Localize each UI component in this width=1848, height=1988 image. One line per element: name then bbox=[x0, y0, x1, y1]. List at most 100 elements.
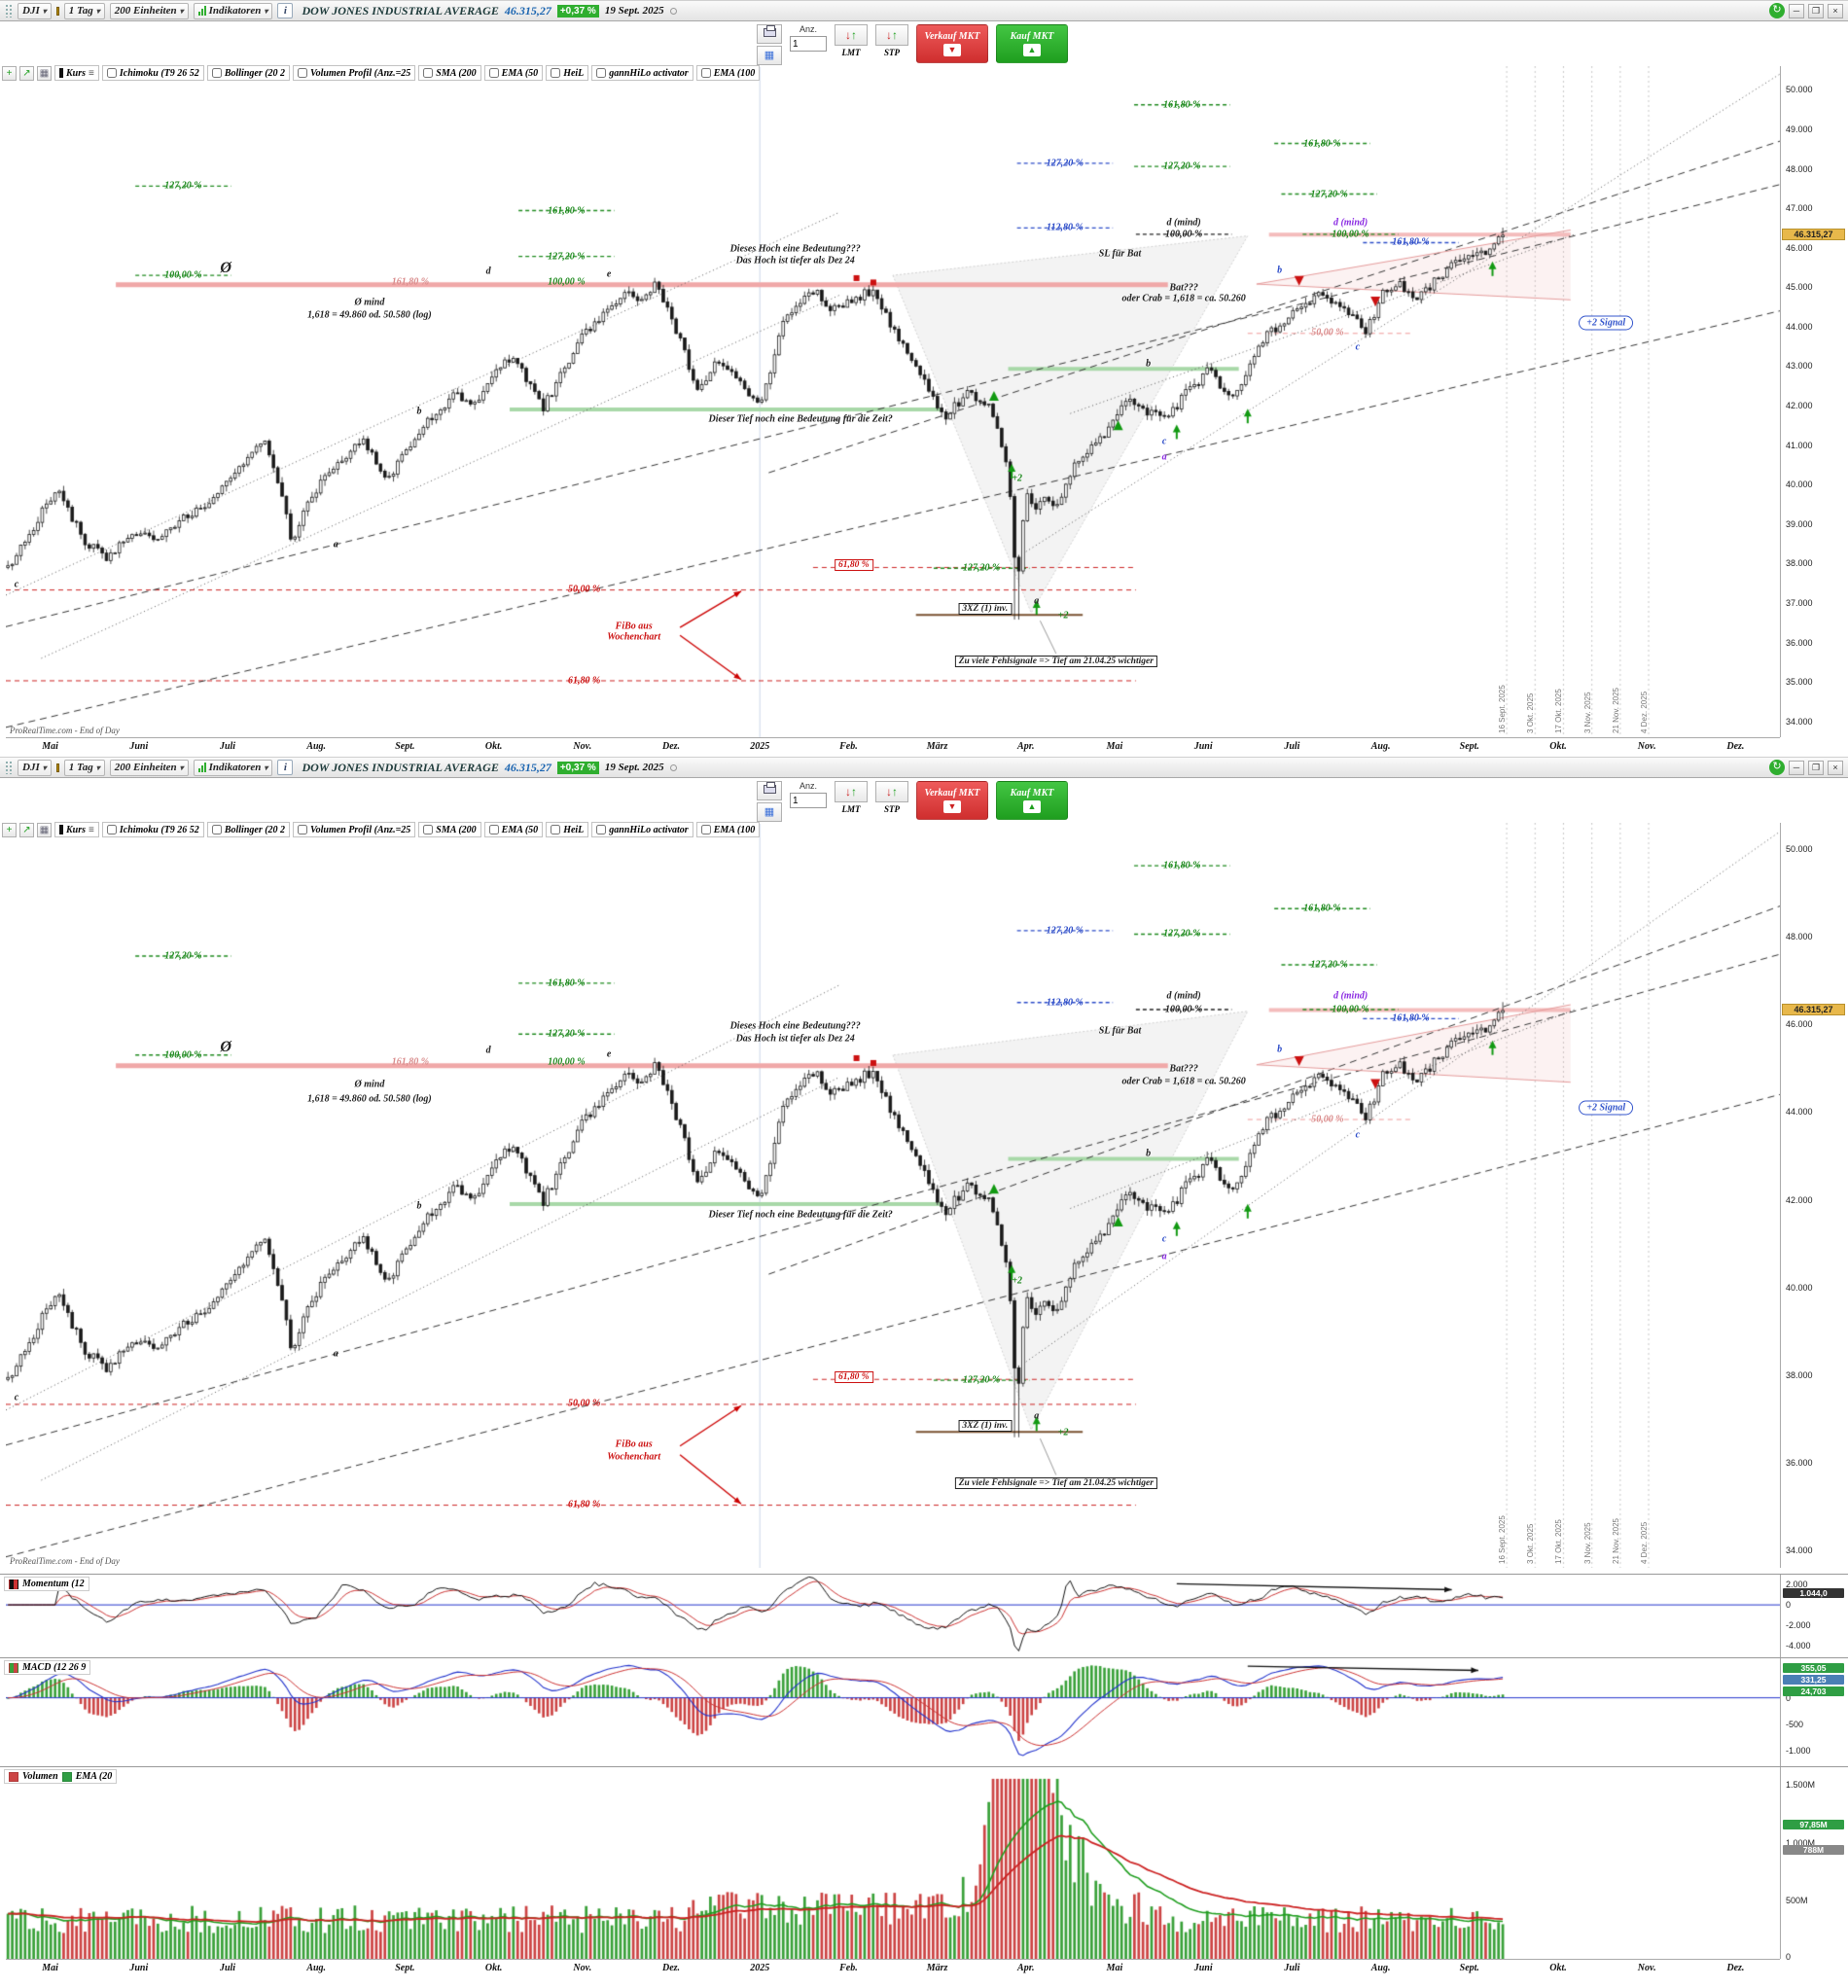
checkbox-icon[interactable] bbox=[596, 68, 607, 78]
x-axis-tick: Aug. bbox=[306, 1963, 327, 1973]
quote-date: 19 Sept. 2025 bbox=[604, 762, 664, 773]
refresh-icon[interactable]: ↻ bbox=[1769, 3, 1785, 18]
checkbox-icon[interactable] bbox=[488, 68, 499, 78]
indicator-toggle-ichimoku[interactable]: Ichimoku (T9 26 52 bbox=[101, 65, 204, 81]
indicator-toggle-sma200[interactable]: SMA (200 bbox=[418, 65, 481, 81]
print-icon[interactable] bbox=[757, 24, 782, 44]
macd-canvas[interactable] bbox=[6, 1658, 1780, 1766]
volume-header[interactable]: Volumen EMA (20 bbox=[4, 1769, 118, 1784]
y-axis-tick: 36.000 bbox=[1786, 637, 1813, 648]
time-x-axis[interactable]: Mai Juni Juli Aug. Sept. Okt. Nov. Dez. 2025 Feb.… bbox=[6, 1959, 1780, 1984]
price-series-item[interactable]: Kurs ≡ bbox=[54, 822, 99, 837]
indicator-toggle-ichimoku[interactable]: Ichimoku (T9 26 52 bbox=[101, 822, 204, 837]
instrument-title: DOW JONES INDUSTRIAL AVERAGE 46.315,27 +… bbox=[302, 761, 677, 775]
chart-window-top: DJI ▾ 1 Tag ▾ 200 Einheiten ▾ Indikatoren ▾ … bbox=[0, 0, 1848, 757]
macd-header[interactable]: MACD (12 26 9 bbox=[4, 1660, 91, 1675]
refresh-icon[interactable]: ↻ bbox=[1769, 760, 1785, 775]
arrow-up-right-icon[interactable]: ↗ bbox=[19, 822, 34, 837]
add-icon[interactable]: + bbox=[2, 65, 17, 81]
time-x-axis[interactable]: Mai Juni Juli Aug. Sept. Okt. Nov. Dez. 2025 Feb.… bbox=[6, 737, 1780, 757]
close-button[interactable]: × bbox=[1828, 3, 1843, 18]
print-icon[interactable] bbox=[757, 781, 782, 800]
price-series-item[interactable]: Kurs ≡ bbox=[54, 65, 99, 81]
stop-order-button[interactable]: ↓↑ bbox=[875, 24, 908, 46]
checkbox-icon[interactable] bbox=[551, 825, 561, 834]
checkbox-icon[interactable] bbox=[298, 68, 308, 78]
indicator-toggle-gannhilo[interactable]: gannHiLo activator bbox=[591, 822, 693, 837]
checkbox-icon[interactable] bbox=[551, 68, 561, 78]
stop-order-button[interactable]: ↓↑ bbox=[875, 781, 908, 802]
checkbox-icon[interactable] bbox=[423, 825, 434, 834]
list-icon[interactable]: ≡ bbox=[89, 67, 94, 79]
timeframe-select[interactable]: 1 Tag ▾ bbox=[63, 759, 105, 776]
info-icon[interactable]: i bbox=[277, 3, 294, 18]
buy-market-button[interactable]: Kauf MKT ▲ bbox=[996, 781, 1068, 820]
grid-icon[interactable]: ▦ bbox=[757, 46, 782, 65]
indicator-toggle-ema50[interactable]: EMA (50 bbox=[483, 65, 544, 81]
checkbox-icon[interactable] bbox=[700, 68, 711, 78]
list-icon[interactable]: ≡ bbox=[89, 824, 94, 835]
checkbox-icon[interactable] bbox=[298, 825, 308, 834]
info-icon[interactable]: i bbox=[277, 760, 294, 775]
checkbox-icon[interactable] bbox=[106, 825, 117, 834]
indicator-toggle-volume-profile[interactable]: Volumen Profil (Anz.=25 bbox=[293, 822, 416, 837]
grid-icon[interactable]: ▦ bbox=[757, 802, 782, 822]
checkbox-icon[interactable] bbox=[488, 825, 499, 834]
momentum-canvas[interactable] bbox=[6, 1575, 1780, 1657]
checkbox-icon[interactable] bbox=[211, 825, 222, 834]
minimize-button[interactable]: ─ bbox=[1789, 3, 1804, 18]
checkbox-icon[interactable] bbox=[106, 68, 117, 78]
indicator-toggle-bollinger[interactable]: Bollinger (20 2 bbox=[206, 822, 291, 837]
symbol-select[interactable]: DJI ▾ bbox=[18, 759, 52, 776]
y-axis-tick: 48.000 bbox=[1786, 163, 1813, 174]
buy-market-button[interactable]: Kauf MKT ▲ bbox=[996, 24, 1068, 63]
indicator-toggle-ema100[interactable]: EMA (100 bbox=[695, 822, 761, 837]
quantity-input[interactable] bbox=[790, 36, 827, 52]
momentum-header[interactable]: Momentum (12 bbox=[4, 1577, 89, 1591]
grip-icon[interactable] bbox=[5, 4, 13, 18]
price-y-axis[interactable]: 50.000 49.000 48.000 47.000 46.000 45.000 44.0… bbox=[1780, 66, 1848, 737]
y-axis-tick: -1.000 bbox=[1786, 1745, 1811, 1756]
arrow-up-right-icon[interactable]: ↗ bbox=[19, 65, 34, 81]
timeframe-select[interactable]: 1 Tag ▾ bbox=[63, 2, 105, 19]
volume-canvas[interactable] bbox=[6, 1767, 1780, 1959]
units-select[interactable]: 200 Einheiten ▾ bbox=[109, 2, 189, 19]
indicator-toggle-sma200[interactable]: SMA (200 bbox=[418, 822, 481, 837]
close-button[interactable]: × bbox=[1828, 760, 1843, 775]
checkbox-icon[interactable] bbox=[700, 825, 711, 834]
price-chart-canvas[interactable] bbox=[6, 823, 1780, 1568]
checkbox-icon[interactable] bbox=[211, 68, 222, 78]
limit-order-button[interactable]: ↓↑ bbox=[835, 24, 868, 46]
restore-button[interactable]: ❐ bbox=[1808, 3, 1824, 18]
quantity-input[interactable] bbox=[790, 793, 827, 808]
checkbox-icon[interactable] bbox=[423, 68, 434, 78]
limit-order-button[interactable]: ↓↑ bbox=[835, 781, 868, 802]
grip-icon[interactable] bbox=[5, 761, 13, 774]
indicator-toggle-ema50[interactable]: EMA (50 bbox=[483, 822, 544, 837]
indicator-toggle-bollinger[interactable]: Bollinger (20 2 bbox=[206, 65, 291, 81]
indicator-toggle-ema100[interactable]: EMA (100 bbox=[695, 65, 761, 81]
price-chart-canvas[interactable] bbox=[6, 66, 1780, 737]
windows-icon[interactable]: ▦ bbox=[37, 822, 52, 837]
sell-market-button[interactable]: Verkauf MKT ▼ bbox=[916, 24, 988, 63]
price-y-axis[interactable]: 50.000 48.000 46.000 44.000 42.000 40.000 38.0… bbox=[1780, 823, 1848, 1568]
indicator-toggle-heil[interactable]: HeiL bbox=[546, 822, 589, 837]
y-axis-tick: 38.000 bbox=[1786, 1369, 1813, 1380]
symbol-select[interactable]: DJI ▾ bbox=[18, 2, 52, 19]
price-series-label: Kurs bbox=[66, 824, 87, 835]
restore-button[interactable]: ❐ bbox=[1808, 760, 1824, 775]
future-date-label: 17 Okt. 2025 bbox=[1554, 689, 1564, 733]
indicators-select[interactable]: Indikatoren ▾ bbox=[193, 759, 273, 776]
minimize-button[interactable]: ─ bbox=[1789, 760, 1804, 775]
indicator-value-badge: 24,703 bbox=[1783, 1686, 1844, 1696]
x-axis-tick: Mai bbox=[1106, 1963, 1123, 1973]
add-icon[interactable]: + bbox=[2, 822, 17, 837]
indicator-toggle-volume-profile[interactable]: Volumen Profil (Anz.=25 bbox=[293, 65, 416, 81]
checkbox-icon[interactable] bbox=[596, 825, 607, 834]
indicator-toggle-gannhilo[interactable]: gannHiLo activator bbox=[591, 65, 693, 81]
sell-market-button[interactable]: Verkauf MKT ▼ bbox=[916, 781, 988, 820]
windows-icon[interactable]: ▦ bbox=[37, 65, 52, 81]
indicator-toggle-heil[interactable]: HeiL bbox=[546, 65, 589, 81]
units-select[interactable]: 200 Einheiten ▾ bbox=[109, 759, 189, 776]
indicators-select[interactable]: Indikatoren ▾ bbox=[193, 2, 273, 19]
